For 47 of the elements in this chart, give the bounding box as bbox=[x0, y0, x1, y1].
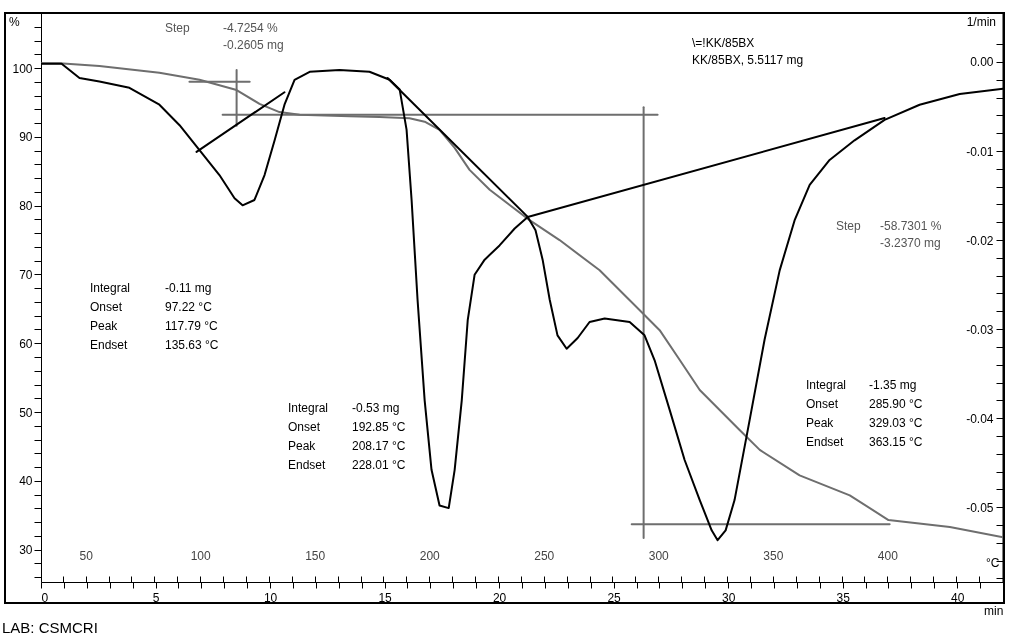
x2-tick-label: 250 bbox=[534, 548, 555, 563]
x-tick-label: 25 bbox=[607, 590, 622, 605]
y-axis-title: % bbox=[9, 15, 20, 29]
annotation: Integral Onset Peak Endset bbox=[806, 378, 847, 449]
y-tick-label: 50 bbox=[19, 405, 33, 420]
x-tick-label: 35 bbox=[836, 590, 851, 605]
y2-axis-title: 1/min bbox=[966, 15, 996, 29]
annotation: -0.53 mg 192.85 °C 208.17 °C 228.01 °C bbox=[352, 401, 406, 472]
x2-tick-label: 150 bbox=[305, 548, 326, 563]
y2-tick-label: -0.02 bbox=[966, 233, 994, 248]
x2-tick-label: 200 bbox=[419, 548, 441, 563]
y-tick-label: 90 bbox=[19, 130, 33, 145]
x-axis-title: min bbox=[984, 604, 1004, 618]
y2-tick-label: -0.05 bbox=[966, 500, 994, 515]
x-tick-label: 5 bbox=[152, 590, 160, 605]
y-tick-label: 100 bbox=[12, 61, 33, 76]
x2-tick-label: 100 bbox=[190, 548, 212, 563]
x2-tick-label: 50 bbox=[79, 548, 94, 563]
x-tick-label: 15 bbox=[378, 590, 393, 605]
x2-tick-label: 400 bbox=[877, 548, 899, 563]
y2-tick-label: -0.01 bbox=[966, 144, 994, 159]
annotation: -0.11 mg 97.22 °C 117.79 °C 135.63 °C bbox=[165, 281, 219, 352]
text: LAB: CSMCRI bbox=[2, 619, 98, 636]
y-tick-label: 70 bbox=[19, 267, 33, 282]
x2-tick-label: 300 bbox=[648, 548, 670, 563]
x-tick-label: 30 bbox=[721, 590, 736, 605]
x-tick-label: 40 bbox=[951, 590, 965, 605]
y2-tick-label: 0.00 bbox=[970, 55, 994, 70]
y2-tick-label: -0.03 bbox=[966, 322, 994, 337]
annotation: Integral Onset Peak Endset bbox=[288, 401, 329, 472]
x-tick-label: 0 bbox=[41, 590, 49, 605]
y-tick-label: 40 bbox=[19, 474, 33, 489]
annotation: Step bbox=[836, 219, 862, 233]
x-tick-label: 10 bbox=[263, 590, 278, 605]
annotation: -4.7254 % -0.2605 mg bbox=[223, 21, 284, 52]
x2-tick-label: 350 bbox=[763, 548, 784, 563]
annotation: Step bbox=[165, 21, 191, 35]
annotation: \=!KK/85BX KK/85BX, 5.5117 mg bbox=[692, 36, 804, 67]
annotation: -1.35 mg 285.90 °C 329.03 °C 363.15 °C bbox=[869, 378, 923, 449]
y2-tick-label: -0.04 bbox=[966, 411, 994, 426]
annotation: Integral Onset Peak Endset bbox=[90, 281, 131, 352]
y-tick-label: 30 bbox=[19, 543, 33, 558]
x-tick-label: 20 bbox=[492, 590, 507, 605]
x2-axis-title: °C bbox=[986, 556, 1000, 570]
annotation: -58.7301 % -3.2370 mg bbox=[880, 219, 942, 250]
y-tick-label: 60 bbox=[19, 336, 33, 351]
y-tick-label: 80 bbox=[19, 199, 33, 214]
